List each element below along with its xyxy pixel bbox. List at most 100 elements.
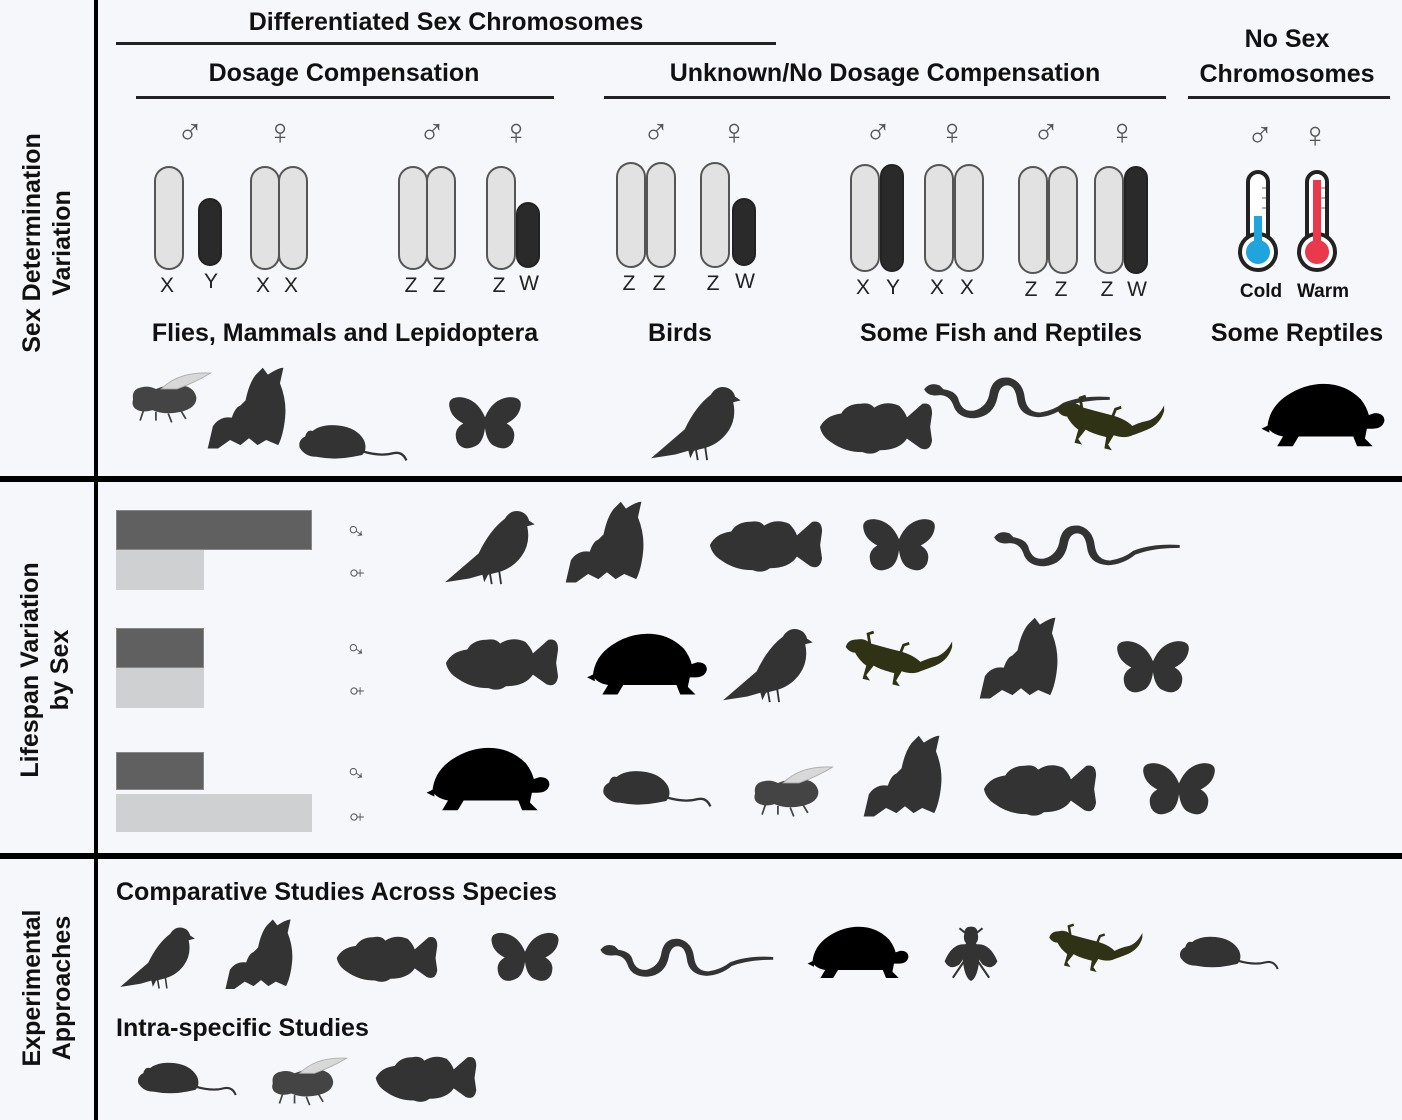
lizard-icon xyxy=(842,628,954,694)
fish-icon xyxy=(442,634,562,692)
bat-icon xyxy=(562,500,652,586)
chromosome-label: W xyxy=(519,272,539,295)
chromosome-z xyxy=(486,166,516,270)
group-label-fish-reptiles: Some Fish and Reptiles xyxy=(859,319,1142,347)
chromosome-z xyxy=(426,166,456,270)
bird-icon xyxy=(716,620,816,704)
section-label-line2: by Sex xyxy=(46,629,74,711)
chromosome-label: X xyxy=(255,274,270,297)
male-symbol: ♂ xyxy=(1246,114,1274,155)
header-differentiated: Differentiated Sex Chromosomes xyxy=(248,8,644,36)
chromosome-label: X xyxy=(929,276,944,299)
male-lifespan-bar xyxy=(116,752,204,790)
female-symbol: ♀ xyxy=(340,807,371,827)
butterfly-icon xyxy=(1112,638,1194,700)
chromosome-label: X xyxy=(159,274,174,297)
male-symbol: ♂ xyxy=(1032,111,1060,152)
thermometer-warm-label: Warm xyxy=(1296,281,1350,302)
turtle-icon xyxy=(1258,378,1388,456)
thermometer-warm-fill xyxy=(1313,180,1321,250)
male-symbol: ♂ xyxy=(176,111,204,152)
bat-icon xyxy=(976,616,1066,702)
section-divider-2 xyxy=(0,853,1402,859)
header-no-sex-line2: Chromosomes xyxy=(1199,60,1375,88)
female-symbol: ♀ xyxy=(720,111,748,152)
female-symbol: ♀ xyxy=(938,111,966,152)
thermometer-cold-label: Cold xyxy=(1239,281,1283,302)
chromosome-label: X xyxy=(855,276,870,299)
chromosome-x xyxy=(850,164,880,272)
male-lifespan-bar xyxy=(116,510,312,550)
male-symbol: ♂ xyxy=(339,636,373,662)
thermometer-warm-icon xyxy=(1297,170,1337,272)
fish-icon xyxy=(706,516,826,574)
fly-icon xyxy=(266,1054,350,1106)
male-symbol: ♂ xyxy=(642,111,670,152)
female-symbol: ♀ xyxy=(1301,114,1329,155)
chromosome-z xyxy=(398,166,428,270)
bat-icon xyxy=(860,734,950,820)
intra-specific-studies-label: Intra-specific Studies xyxy=(116,1014,369,1042)
chromosome-label: W xyxy=(1127,278,1147,301)
fish-icon xyxy=(980,760,1100,818)
header-dosage-underline xyxy=(136,96,554,99)
female-lifespan-bar xyxy=(116,794,312,832)
chromosome-z xyxy=(1094,166,1124,274)
section-label-line1: Experimental xyxy=(18,909,46,1067)
female-symbol: ♀ xyxy=(502,111,530,152)
turtle-icon xyxy=(806,922,910,986)
male-symbol: ♂ xyxy=(339,518,373,544)
chromosome-x xyxy=(278,166,308,270)
snake-icon xyxy=(594,930,776,984)
bird-icon xyxy=(114,920,198,990)
butterfly-icon xyxy=(858,516,940,578)
chromosome-label: Z xyxy=(492,274,506,297)
female-symbol: ♀ xyxy=(266,111,294,152)
bird-icon xyxy=(644,378,744,462)
mouse-icon xyxy=(596,766,718,812)
chromosome-w xyxy=(516,202,540,268)
chromosome-label: Z xyxy=(1054,278,1068,301)
lizard-icon xyxy=(1046,920,1144,980)
male-lifespan-bar xyxy=(116,628,204,668)
chromosome-label: Z xyxy=(1100,278,1114,301)
chromosome-label: Z xyxy=(706,272,720,295)
section-label-line2: Variation xyxy=(48,190,76,296)
mouse-icon xyxy=(292,420,414,466)
bat-icon xyxy=(204,366,294,452)
chromosome-z xyxy=(1018,166,1048,274)
mouse-icon xyxy=(1172,932,1286,974)
header-differentiated-underline xyxy=(116,42,776,45)
group-label-some-reptiles: Some Reptiles xyxy=(1210,319,1384,347)
section-divider-1 xyxy=(0,476,1402,482)
chromosome-w xyxy=(732,198,756,266)
chromosome-z xyxy=(616,162,646,268)
male-symbol: ♂ xyxy=(864,111,892,152)
turtle-icon xyxy=(584,628,710,704)
female-symbol: ♀ xyxy=(1108,111,1136,152)
chromosome-label: Y xyxy=(885,276,900,299)
chromosome-x xyxy=(954,164,984,272)
chromosome-label: Z xyxy=(622,272,636,295)
header-no-sex-underline xyxy=(1188,96,1390,99)
chromosome-label: X xyxy=(283,274,298,297)
male-symbol: ♂ xyxy=(418,111,446,152)
section-label-line2: Approaches xyxy=(48,915,76,1061)
female-lifespan-bar xyxy=(116,550,204,590)
bird-icon xyxy=(438,502,538,586)
group-label-flies-mammals: Flies, Mammals and Lepidoptera xyxy=(151,319,539,347)
turtle-icon xyxy=(424,742,552,820)
chromosome-x xyxy=(154,166,184,270)
female-symbol: ♀ xyxy=(340,563,371,583)
chromosome-x xyxy=(250,166,280,270)
lizard-icon xyxy=(1054,392,1166,458)
section-label-line1: Lifespan Variation xyxy=(16,562,44,778)
bat-icon xyxy=(222,918,300,992)
header-dosage: Dosage Compensation xyxy=(208,59,480,87)
mouse-icon xyxy=(130,1058,244,1100)
fly-top-icon xyxy=(932,920,1010,986)
chromosome-x xyxy=(924,164,954,272)
snake-icon xyxy=(984,516,1186,574)
chromosome-z xyxy=(1048,166,1078,274)
chromosome-y xyxy=(880,164,904,272)
